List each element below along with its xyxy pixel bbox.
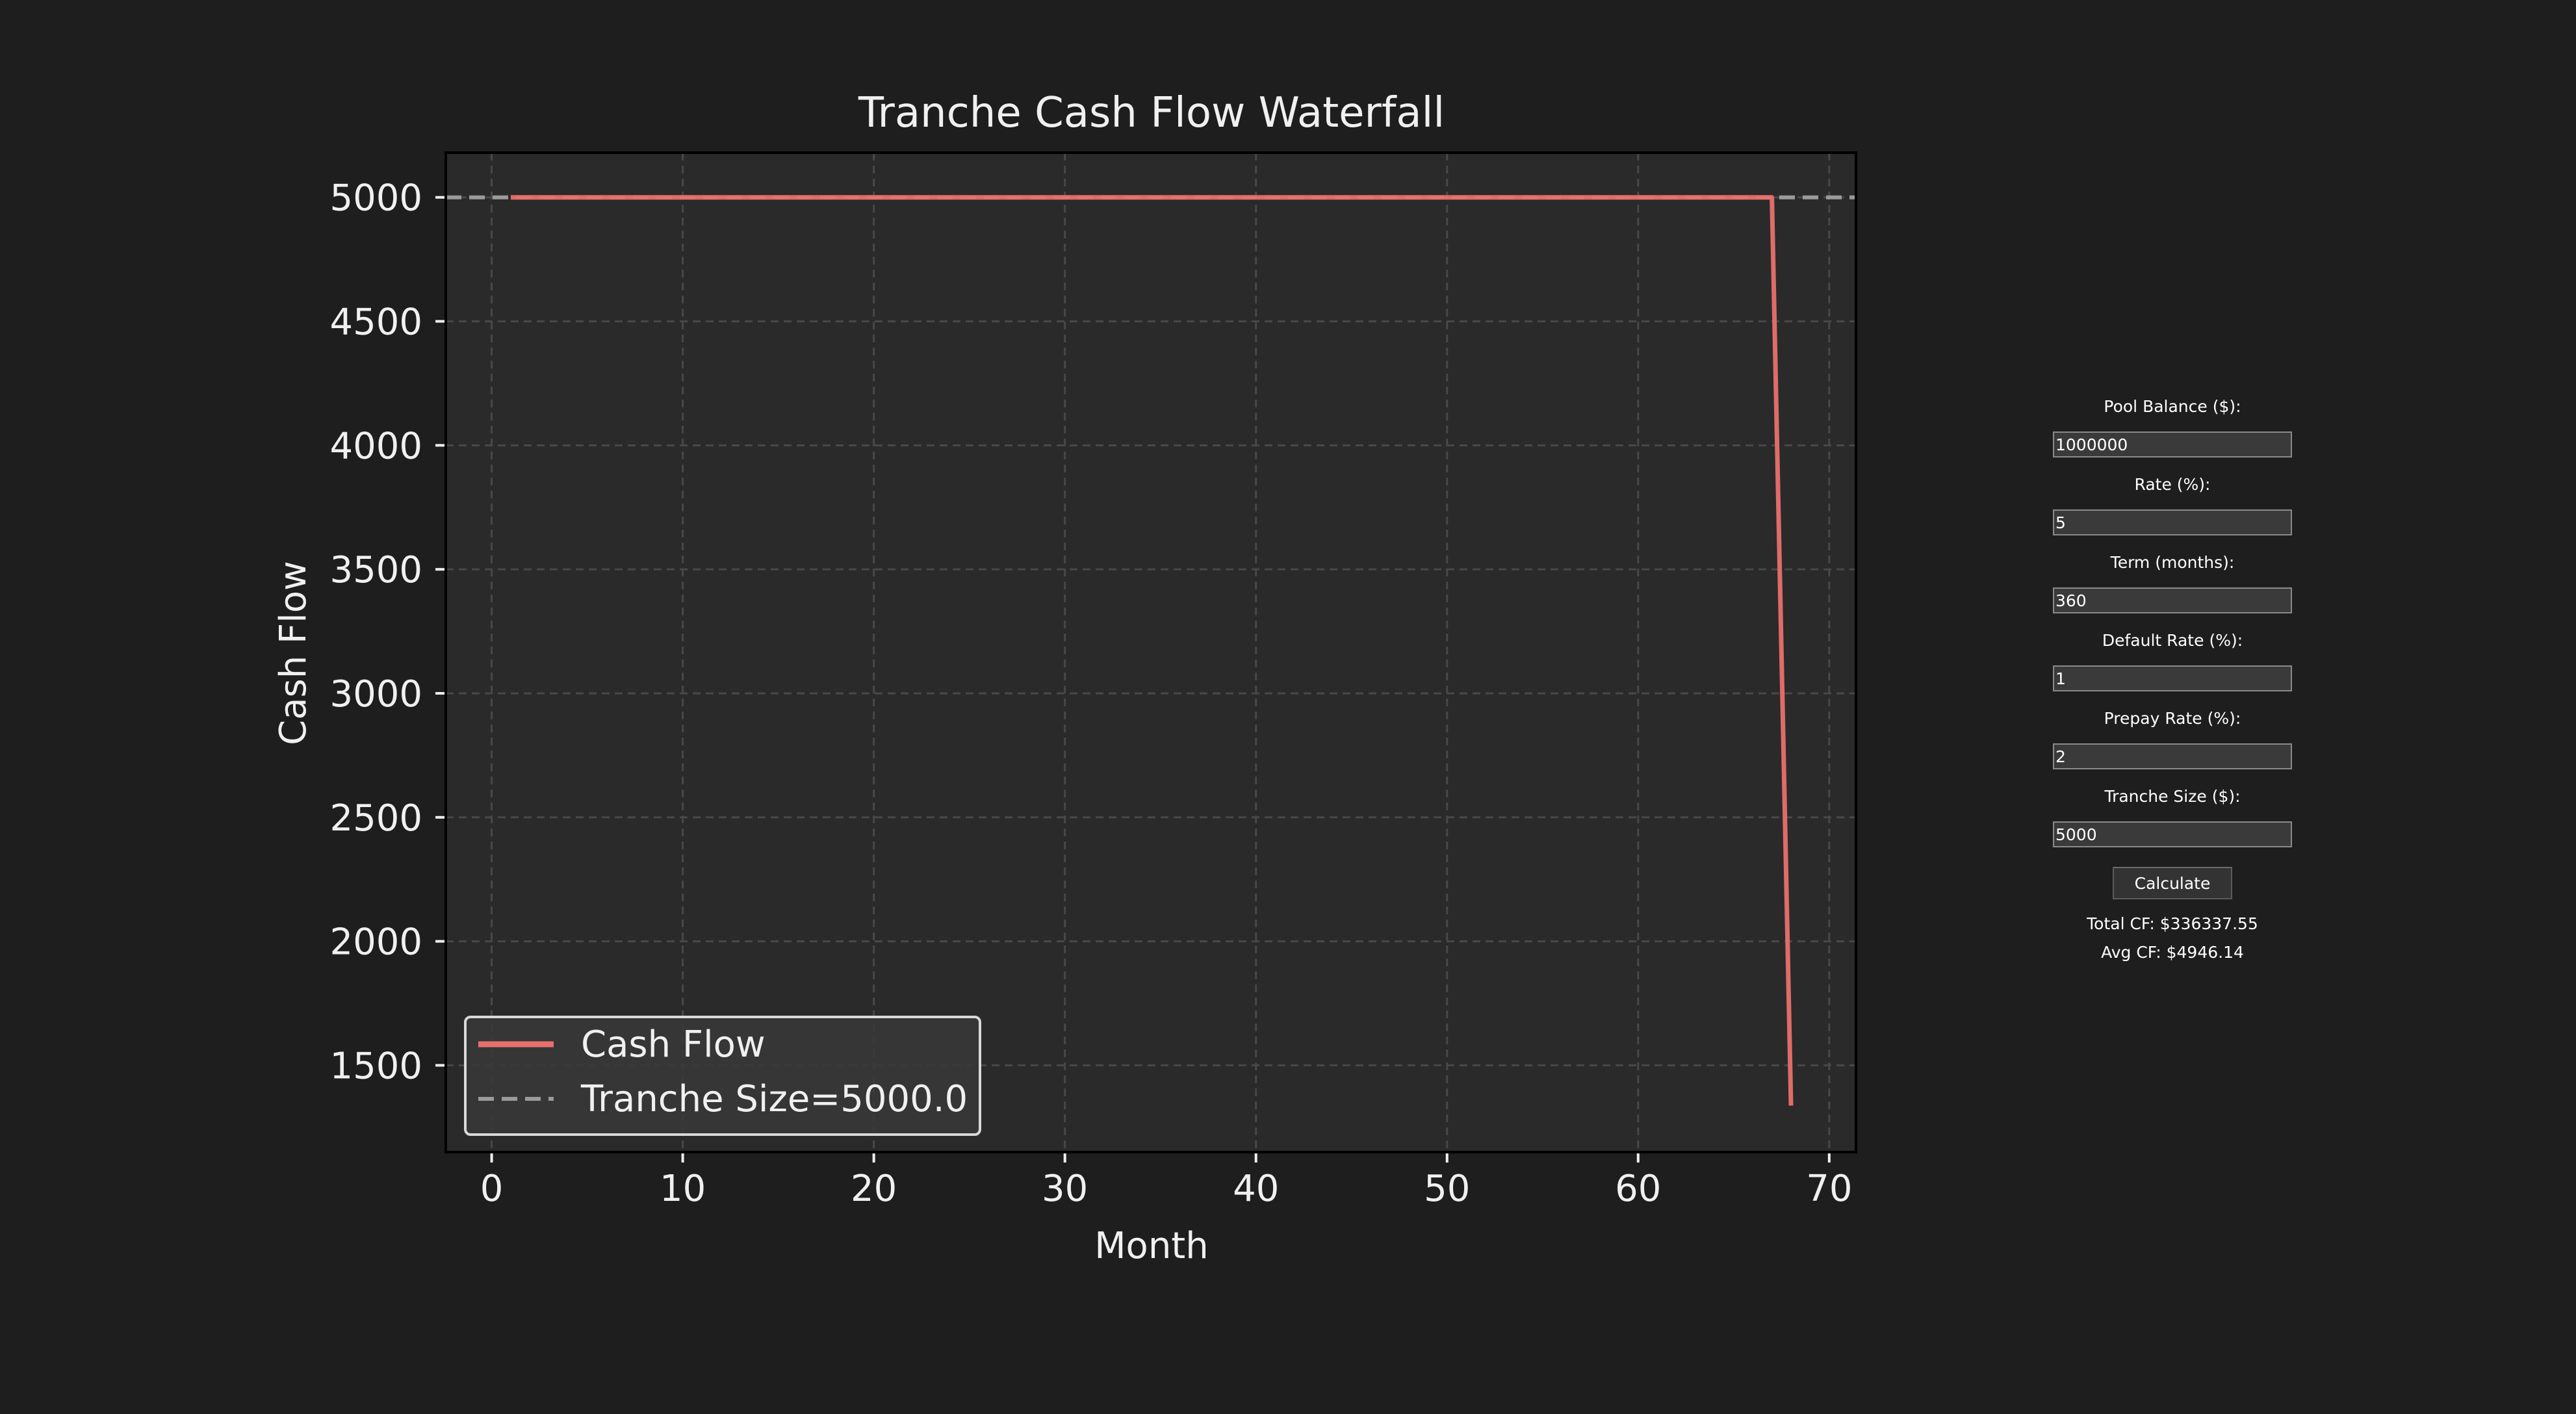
tranche-size-label: Tranche Size ($): (2104, 787, 2241, 806)
plot-frame (444, 151, 1857, 1153)
legend-box (464, 1016, 981, 1136)
pool-balance-input[interactable] (2053, 431, 2292, 457)
plot-area (446, 153, 1856, 1152)
tranche-size-input[interactable] (2053, 821, 2292, 847)
x-tick-label: 50 (1424, 1168, 1470, 1210)
legend: Cash Flow Tranche Size=5000.0 (464, 1016, 981, 1136)
rate-label: Rate (%): (2134, 475, 2211, 494)
rate-input[interactable] (2053, 509, 2292, 535)
default-rate-input[interactable] (2053, 665, 2292, 691)
y-tick-label: 3500 (329, 549, 422, 591)
cash-flow-line (510, 195, 1794, 1106)
y-tick-label: 4000 (329, 425, 422, 467)
x-tick-label: 30 (1042, 1168, 1088, 1210)
x-tick-label: 70 (1806, 1168, 1852, 1210)
grid (446, 153, 1856, 1152)
x-axis-label: Month (1094, 1225, 1209, 1267)
default-rate-label: Default Rate (%): (2102, 631, 2243, 650)
x-tick-label: 60 (1615, 1168, 1661, 1210)
x-tick-label: 10 (660, 1168, 706, 1210)
calculate-button[interactable]: Calculate (2113, 867, 2232, 899)
pool-balance-label: Pool Balance ($): (2104, 397, 2241, 416)
total-cf-text: Total CF: $336337.55 (2087, 914, 2258, 933)
control-panel: Pool Balance ($): Rate (%): Term (months… (2052, 394, 2293, 967)
x-tick-label: 40 (1233, 1168, 1279, 1210)
x-tick-label: 20 (851, 1168, 897, 1210)
y-tick-label: 5000 (329, 177, 422, 220)
series (446, 195, 1856, 1106)
y-tick-label: 1500 (329, 1045, 422, 1087)
axis-ticks: 0 10 20 30 40 50 60 70 1500 2000 2500 3000 3500 4000 4… (329, 177, 1852, 1210)
y-axis-label: Cash Flow (272, 561, 315, 745)
y-tick-label: 2500 (329, 797, 422, 840)
prepay-rate-label: Prepay Rate (%): (2104, 709, 2241, 728)
y-tick-label: 2000 (329, 921, 422, 964)
chart-title: Tranche Cash Flow Waterfall (858, 89, 1445, 137)
y-tick-label: 4500 (329, 302, 422, 344)
x-tick-label: 0 (480, 1168, 504, 1210)
term-label: Term (months): (2110, 553, 2235, 572)
prepay-rate-input[interactable] (2053, 743, 2292, 769)
legend-label-cash-flow: Cash Flow (581, 1023, 766, 1066)
avg-cf-text: Avg CF: $4946.14 (2101, 943, 2244, 962)
y-tick-label: 3000 (329, 673, 422, 715)
legend-label-tranche-size: Tranche Size=5000.0 (580, 1078, 968, 1120)
term-input[interactable] (2053, 587, 2292, 613)
